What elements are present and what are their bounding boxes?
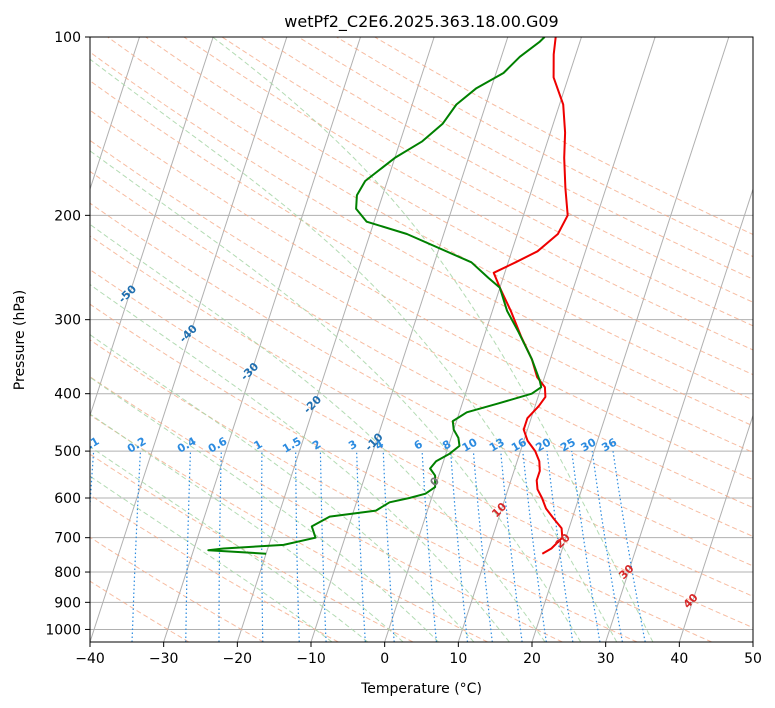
dry-adiabat [90,536,264,642]
moist-adiabat [90,334,475,642]
x-tick-label: 50 [744,651,762,667]
dry-adiabat [90,303,712,642]
x-tick-label: 20 [523,651,541,667]
x-tick-label: 0 [380,651,389,667]
dry-adiabat [90,580,190,642]
plot-frame [89,36,754,643]
y-tick-label: 400 [54,387,81,403]
isotherm-line [236,37,435,642]
dry-adiabat [145,37,753,376]
dry-adiabat [90,453,414,642]
x-tick-label: 40 [670,651,688,667]
mixing-ratio-line [522,451,547,642]
moist-adiabat [212,37,654,642]
moist-adiabat [90,475,333,642]
x-tick-label: 10 [449,651,467,667]
y-tick-label: 1000 [45,622,81,638]
dry-adiabat [90,109,753,481]
y-tick-label: 800 [54,565,81,581]
x-tick-label: −20 [223,651,253,667]
isotherm-line [605,187,753,642]
dry-adiabat [90,170,753,537]
dewpoint-profile [207,37,546,555]
moist-adiabat [90,376,439,642]
dry-adiabat [90,269,753,629]
isotherm-line [163,37,361,642]
temperature-profile [492,37,569,555]
y-tick-label: 300 [54,313,81,329]
isotherm-line [457,37,656,642]
y-tick-label: 200 [54,208,81,224]
isotherm-line [678,413,753,642]
isotherm-line [531,37,730,642]
dry-adiabat [90,339,638,642]
isotherm-line [384,37,582,642]
moist-adiabat [90,223,546,642]
x-tick-label: −40 [75,651,105,667]
dry-adiabat [259,37,753,303]
isotherm-line [90,37,288,642]
mixing-ratio-line [500,451,523,642]
y-tick-label: 500 [54,444,81,460]
isotherm-line [90,37,214,418]
y-tick-label: 700 [54,531,81,547]
mixing-ratio-line [472,451,493,642]
moist-adiabat [90,413,404,642]
x-tick-label: −30 [149,651,179,667]
dry-adiabat [90,202,753,567]
x-tick-label: −10 [296,651,326,667]
mixing-ratio-label: 0.1 [78,435,101,456]
chart-title: wetPf2_C2E6.2025.363.18.00.G09 [284,12,558,32]
x-tick-label: 30 [597,651,615,667]
x-axis-label: Temperature (°C) [360,681,482,697]
dry-adiabat [90,235,753,597]
dry-adiabat [90,139,753,509]
moist-adiabat [90,283,510,642]
dry-adiabat [183,37,753,351]
y-tick-label: 600 [54,491,81,507]
moist-adiabat [90,150,582,642]
dry-adiabat [221,37,753,327]
mixing-ratio-line [546,451,574,642]
mixing-ratio-line [450,451,469,642]
y-tick-label: 100 [54,30,81,46]
mixing-ratio-line [571,451,601,642]
y-tick-label: 900 [54,595,81,611]
isotherm-line [310,37,509,642]
moist-adiabat [90,446,369,642]
dry-adiabat [90,414,488,642]
isotherm-line [90,37,140,191]
y-axis-label: Pressure (hPa) [12,290,28,390]
